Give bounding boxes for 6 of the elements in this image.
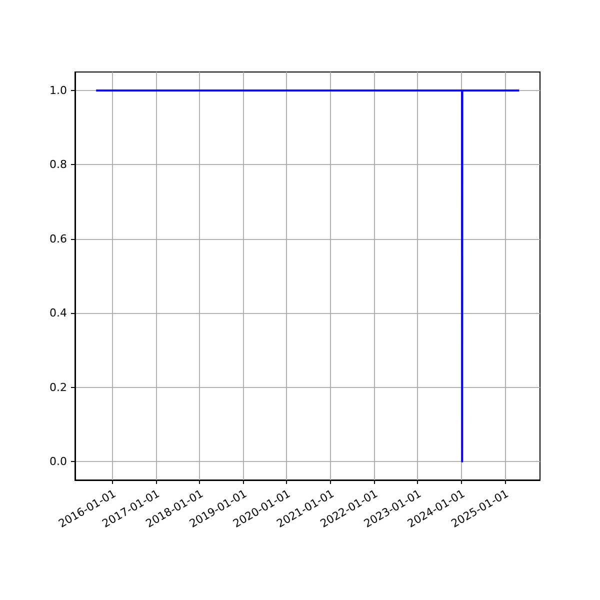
y-tick-label: 0.6 bbox=[50, 232, 67, 246]
y-tick-label: 0.4 bbox=[50, 306, 67, 320]
y-tick-label: 1.0 bbox=[50, 84, 67, 98]
y-tick-label: 0.8 bbox=[50, 158, 67, 172]
y-tick-label: 0.0 bbox=[50, 454, 67, 468]
y-tick-label: 0.2 bbox=[50, 380, 67, 394]
